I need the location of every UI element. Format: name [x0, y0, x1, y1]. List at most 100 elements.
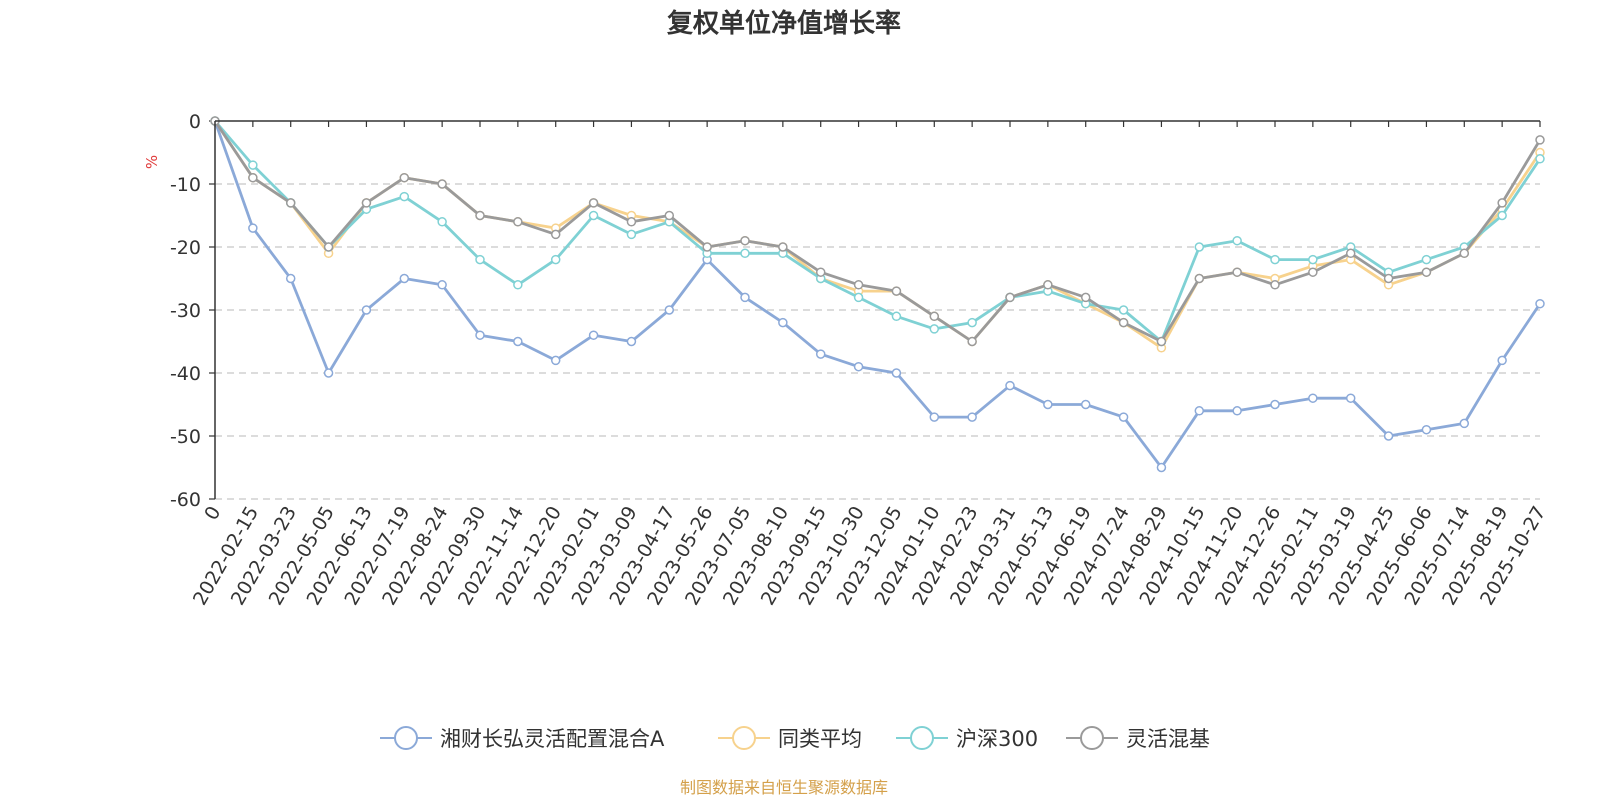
data-point — [1005, 292, 1015, 303]
series-lines — [210, 116, 1545, 473]
grid-lines — [215, 183, 1540, 500]
data-point — [399, 273, 410, 284]
data-point — [1005, 380, 1015, 391]
data-point — [853, 292, 864, 303]
data-point — [929, 412, 940, 422]
data-point — [815, 267, 826, 277]
data-point — [361, 198, 372, 208]
y-axis-ticks: 0 -10 -20 -30 -40 -50 -60 — [170, 111, 215, 511]
data-point — [361, 305, 372, 315]
legend-label: 湘财长弘灵活配置混合A — [440, 727, 665, 751]
data-point — [929, 324, 940, 334]
data-point — [1308, 393, 1318, 403]
series-2 — [210, 116, 1545, 347]
data-point — [513, 280, 523, 290]
data-point — [1421, 267, 1432, 277]
data-point — [891, 311, 902, 322]
legend-marker — [394, 726, 418, 750]
data-point — [1535, 135, 1545, 145]
legend-item-1: 同类平均 — [718, 726, 862, 751]
data-point — [248, 223, 258, 233]
data-point — [1383, 273, 1394, 284]
data-point — [853, 361, 864, 372]
data-point — [475, 254, 485, 265]
data-point — [437, 179, 447, 189]
series-line — [213, 119, 1542, 350]
series-line — [213, 119, 1542, 469]
data-point — [1156, 462, 1167, 473]
x-tick-label: 0 — [200, 503, 225, 524]
y-tick-label: -60 — [170, 489, 201, 511]
data-point — [475, 210, 485, 221]
data-point — [1156, 336, 1167, 347]
data-point — [967, 412, 977, 422]
data-point — [853, 280, 864, 290]
data-point — [323, 242, 334, 252]
data-point — [1194, 242, 1205, 252]
data-point — [1459, 418, 1470, 429]
data-point — [1118, 317, 1129, 328]
data-point — [967, 317, 977, 328]
data-point — [1232, 267, 1242, 277]
chart-title: 复权单位净值增长率 — [667, 8, 901, 39]
data-point — [891, 368, 902, 378]
data-point — [550, 229, 561, 240]
data-point — [475, 330, 485, 340]
data-point — [588, 330, 599, 340]
data-point — [285, 198, 296, 208]
data-point — [513, 336, 523, 347]
data-point — [550, 254, 561, 265]
legend-marker — [1080, 726, 1104, 750]
data-point — [1270, 280, 1280, 290]
data-point — [550, 355, 561, 366]
series-line — [213, 119, 1542, 343]
data-point — [740, 248, 750, 259]
data-point — [1345, 393, 1356, 403]
data-point — [1043, 399, 1053, 410]
data-point — [1421, 424, 1432, 435]
data-point — [740, 235, 750, 246]
legend-marker — [910, 726, 934, 750]
data-point — [399, 172, 410, 183]
data-point — [1497, 210, 1507, 221]
y-tick-label: 0 — [189, 111, 201, 133]
legend-item-0: 湘财长弘灵活配置混合A — [380, 726, 665, 751]
data-point — [891, 286, 902, 296]
series-3 — [210, 116, 1545, 347]
data-point — [664, 210, 675, 221]
data-point — [1421, 254, 1432, 265]
data-point — [1232, 406, 1242, 416]
data-source-note: 制图数据来自恒生聚源数据库 — [680, 778, 888, 797]
data-point — [1459, 248, 1470, 259]
data-point — [1080, 292, 1091, 303]
data-point — [1194, 406, 1205, 416]
data-point — [1308, 254, 1318, 265]
series-0 — [210, 116, 1545, 473]
data-point — [323, 368, 334, 378]
data-point — [1383, 431, 1394, 441]
data-point — [1043, 280, 1053, 290]
data-point — [929, 311, 940, 322]
data-point — [702, 242, 712, 252]
data-point — [1194, 273, 1205, 284]
x-axis-ticks: 02022-02-152022-03-232022-05-052022-06-1… — [189, 121, 1550, 609]
y-tick-label: -40 — [170, 363, 201, 385]
data-point — [626, 336, 637, 347]
legend: 湘财长弘灵活配置混合A 同类平均 沪深300 灵活混基 — [380, 726, 1210, 751]
y-tick-label: -20 — [170, 237, 201, 259]
data-point — [437, 280, 447, 290]
data-point — [437, 217, 447, 227]
data-point — [588, 198, 599, 208]
legend-label: 灵活混基 — [1126, 727, 1210, 751]
data-point — [626, 217, 637, 227]
data-point — [1497, 355, 1507, 366]
data-point — [778, 317, 788, 328]
data-point — [399, 191, 410, 202]
legend-label: 同类平均 — [778, 727, 862, 751]
data-point — [1232, 235, 1242, 246]
legend-item-3: 灵活混基 — [1066, 726, 1210, 751]
data-point — [1497, 198, 1507, 208]
data-point — [1535, 154, 1545, 164]
legend-label: 沪深300 — [956, 727, 1038, 751]
